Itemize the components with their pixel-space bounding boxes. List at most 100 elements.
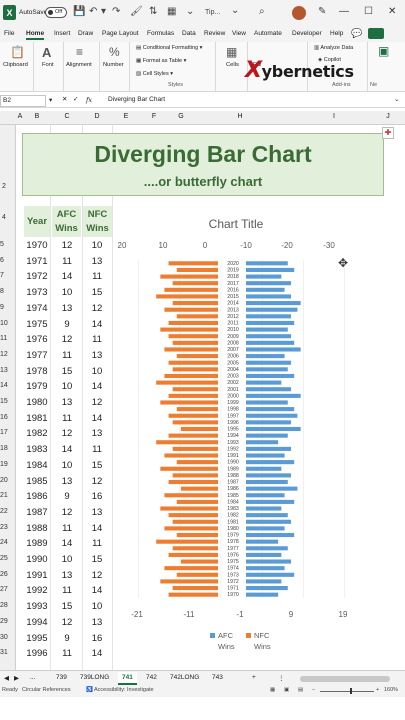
bar-afc-2001[interactable] bbox=[172, 387, 218, 392]
row-number[interactable]: 26 bbox=[0, 570, 8, 578]
cell-nfc-wins[interactable]: 14 bbox=[91, 381, 103, 393]
bar-nfc-2002[interactable] bbox=[246, 380, 282, 385]
customize-toolbar-icon[interactable]: ⌄ bbox=[186, 6, 195, 17]
bar-afc-2003[interactable] bbox=[164, 373, 218, 379]
cell-nfc-wins[interactable]: 14 bbox=[91, 648, 103, 660]
cell-year[interactable]: 1994 bbox=[26, 616, 48, 628]
bar-afc-1977[interactable] bbox=[172, 546, 218, 551]
cell-afc-wins[interactable]: 14 bbox=[61, 444, 73, 456]
cell-nfc-wins[interactable]: 11 bbox=[92, 271, 102, 283]
bar-nfc-2015[interactable] bbox=[246, 294, 291, 299]
editing-label[interactable]: Edi bbox=[253, 62, 262, 68]
cancel-icon[interactable]: ✕ bbox=[62, 96, 68, 103]
prev-sheet-icon[interactable]: ◀ bbox=[4, 675, 9, 682]
row-number[interactable]: 30 bbox=[0, 633, 8, 641]
row-number[interactable]: 6 bbox=[0, 256, 4, 264]
cell-afc-wins[interactable]: 12 bbox=[61, 334, 73, 346]
column-header-b[interactable]: B bbox=[34, 113, 40, 120]
bar-nfc-2017[interactable] bbox=[246, 281, 291, 286]
tab-file[interactable]: File bbox=[4, 30, 15, 37]
cell-nfc-wins[interactable]: 12 bbox=[91, 397, 103, 408]
cell-afc-wins[interactable]: 13 bbox=[61, 569, 73, 581]
bar-afc-2004[interactable] bbox=[172, 367, 218, 372]
cell-year[interactable]: 1993 bbox=[26, 601, 48, 613]
bar-afc-1983[interactable] bbox=[160, 506, 218, 511]
tab-home[interactable]: Home bbox=[26, 30, 45, 40]
status-circular[interactable]: Circular References bbox=[22, 687, 71, 693]
close-icon[interactable]: ✕ bbox=[388, 6, 397, 17]
cell-afc-wins[interactable]: 12 bbox=[61, 428, 73, 440]
bar-afc-1999[interactable] bbox=[160, 400, 218, 405]
cell-nfc-wins[interactable]: 14 bbox=[91, 585, 103, 597]
bar-nfc-2010[interactable] bbox=[246, 327, 288, 332]
row-number[interactable]: 14 bbox=[0, 382, 8, 390]
cell-year[interactable]: 1976 bbox=[26, 334, 48, 346]
cell-afc-wins[interactable]: 15 bbox=[61, 601, 73, 613]
column-header-c[interactable]: C bbox=[64, 113, 70, 120]
bar-nfc-1996[interactable] bbox=[246, 420, 291, 425]
cell-year[interactable]: 1979 bbox=[26, 381, 48, 393]
formula-input[interactable]: Diverging Bar Chart bbox=[108, 96, 166, 103]
bar-nfc-1988[interactable] bbox=[246, 473, 291, 478]
bar-nfc-1990[interactable] bbox=[246, 460, 295, 465]
bar-nfc-1984[interactable] bbox=[246, 499, 295, 504]
enter-icon[interactable]: ✓ bbox=[73, 96, 79, 103]
bar-nfc-1995[interactable] bbox=[246, 426, 301, 432]
cell-year[interactable]: 1981 bbox=[26, 412, 48, 424]
cell-year[interactable]: 1987 bbox=[26, 506, 48, 518]
cell-afc-wins[interactable]: 13 bbox=[61, 475, 73, 487]
bar-afc-1970[interactable] bbox=[168, 592, 218, 597]
tab-more[interactable]: ... bbox=[30, 674, 36, 681]
name-box[interactable]: B2 bbox=[0, 95, 46, 107]
cell-afc-wins[interactable]: 10 bbox=[61, 459, 73, 471]
normal-view-icon[interactable]: ▦ bbox=[270, 687, 276, 693]
bar-afc-2016[interactable] bbox=[164, 287, 218, 292]
cell-afc-wins[interactable]: 11 bbox=[62, 648, 72, 660]
cell-afc-wins[interactable]: 14 bbox=[61, 538, 73, 550]
cell-nfc-wins[interactable]: 14 bbox=[91, 522, 103, 534]
header-afc-wins[interactable]: AFC Wins bbox=[52, 206, 81, 237]
bar-afc-1981[interactable] bbox=[172, 519, 218, 524]
row-number[interactable]: 13 bbox=[0, 366, 8, 374]
cell-year[interactable]: 1988 bbox=[26, 522, 48, 534]
row-number[interactable]: 7 bbox=[0, 272, 4, 280]
bar-afc-1991[interactable] bbox=[164, 453, 218, 458]
next-sheet-icon[interactable]: ▶ bbox=[14, 675, 19, 682]
bar-nfc-2018[interactable] bbox=[246, 274, 282, 279]
percent-icon[interactable]: % bbox=[109, 45, 120, 59]
name-box-dropdown-icon[interactable]: ▾ bbox=[49, 97, 53, 104]
tab-review[interactable]: Review bbox=[204, 30, 226, 37]
bar-nfc-2014[interactable] bbox=[246, 301, 301, 306]
column-header-a[interactable]: A bbox=[17, 113, 23, 120]
bar-nfc-1973[interactable] bbox=[246, 572, 295, 577]
row-number[interactable]: 9 bbox=[0, 303, 4, 311]
header-nfc-wins[interactable]: NFC Wins bbox=[83, 206, 112, 237]
bar-nfc-1987[interactable] bbox=[246, 479, 288, 485]
bar-nfc-2005[interactable] bbox=[246, 360, 291, 365]
bar-afc-1997[interactable] bbox=[168, 413, 218, 418]
undo-dropdown-icon[interactable]: ▾ bbox=[101, 6, 107, 17]
column-header-h[interactable]: H bbox=[237, 113, 243, 120]
new-icon[interactable]: ▣ bbox=[378, 44, 390, 58]
tab-742[interactable]: 742 bbox=[146, 674, 157, 681]
tab-insert[interactable]: Insert bbox=[54, 30, 71, 37]
cell-year[interactable]: 1971 bbox=[26, 255, 48, 267]
cell-nfc-wins[interactable]: 12 bbox=[91, 302, 103, 314]
column-header-i[interactable]: I bbox=[333, 113, 335, 120]
bar-nfc-2013[interactable] bbox=[246, 307, 298, 312]
clipboard-icon[interactable]: 📋 bbox=[10, 45, 25, 59]
cell-nfc-wins[interactable]: 12 bbox=[91, 569, 103, 581]
cell-nfc-wins[interactable]: 11 bbox=[92, 444, 102, 456]
cell-afc-wins[interactable]: 12 bbox=[61, 240, 73, 251]
cell-afc-wins[interactable]: 12 bbox=[61, 506, 73, 518]
chart-elements-icon[interactable]: ✚ bbox=[382, 127, 394, 139]
cell-year[interactable]: 1972 bbox=[26, 271, 48, 283]
row-number[interactable]: 23 bbox=[0, 523, 8, 531]
column-header-f[interactable]: F bbox=[151, 113, 157, 120]
row-number[interactable]: 20 bbox=[0, 476, 8, 484]
bar-afc-2008[interactable] bbox=[172, 340, 218, 345]
cell-afc-wins[interactable]: 14 bbox=[61, 271, 73, 283]
cell-nfc-wins[interactable]: 14 bbox=[91, 412, 103, 424]
cell-afc-wins[interactable]: 10 bbox=[61, 554, 73, 565]
bar-nfc-2006[interactable] bbox=[246, 354, 285, 359]
